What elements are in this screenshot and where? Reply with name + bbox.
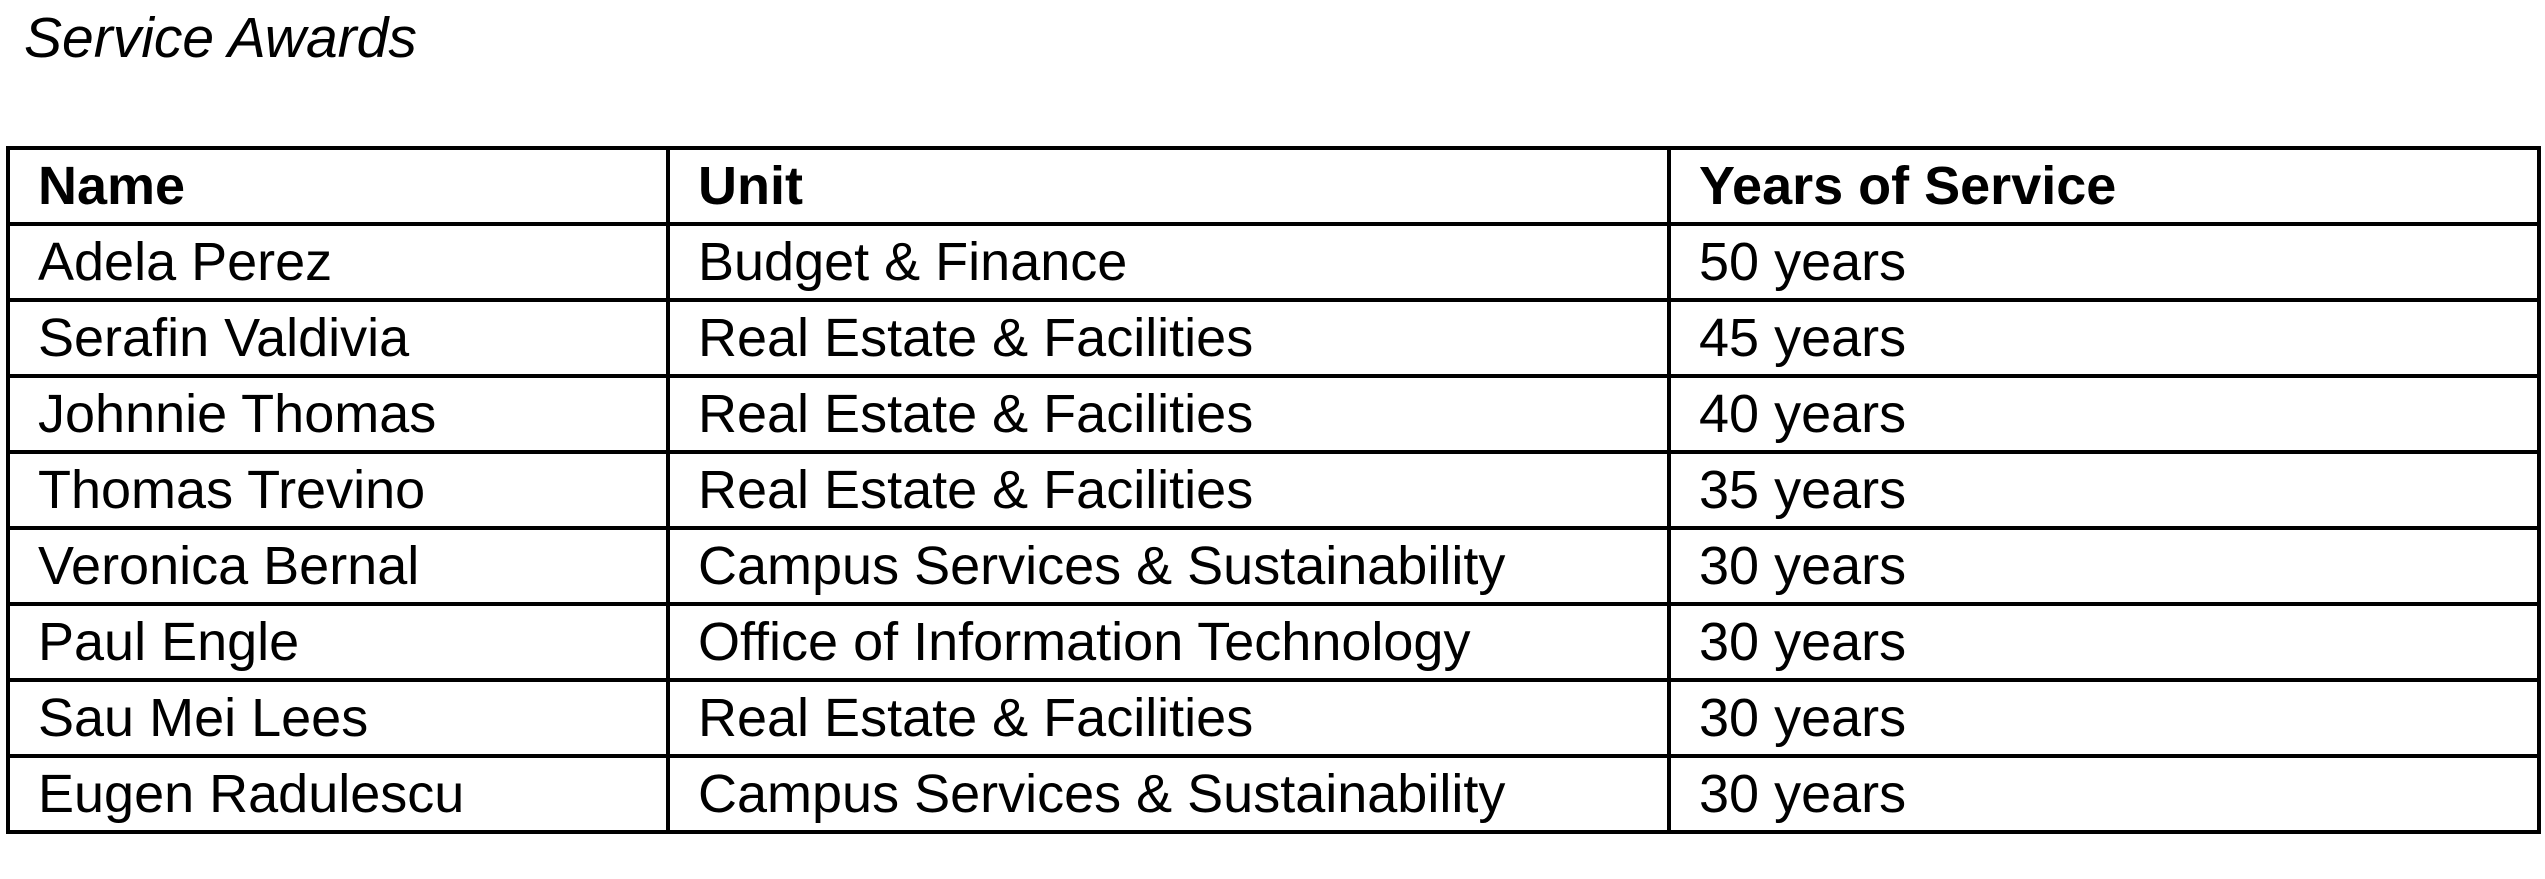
- cell-name: Eugen Radulescu: [6, 754, 670, 834]
- column-header-name: Name: [6, 146, 670, 226]
- cell-unit: Campus Services & Sustainability: [666, 754, 1671, 834]
- cell-name: Adela Perez: [6, 222, 670, 302]
- table-row: Eugen Radulescu Campus Services & Sustai…: [6, 754, 2541, 834]
- table-row: Thomas Trevino Real Estate & Facilities …: [6, 450, 2541, 530]
- table-row: Johnnie Thomas Real Estate & Facilities …: [6, 374, 2541, 454]
- cell-years: 30 years: [1667, 678, 2541, 758]
- cell-unit: Campus Services & Sustainability: [666, 526, 1671, 606]
- cell-years: 30 years: [1667, 754, 2541, 834]
- cell-unit: Office of Information Technology: [666, 602, 1671, 682]
- cell-unit: Real Estate & Facilities: [666, 678, 1671, 758]
- table-caption: Service Awards: [24, 6, 417, 70]
- table-row: Sau Mei Lees Real Estate & Facilities 30…: [6, 678, 2541, 758]
- cell-name: Thomas Trevino: [6, 450, 670, 530]
- cell-unit: Real Estate & Facilities: [666, 450, 1671, 530]
- cell-unit: Real Estate & Facilities: [666, 298, 1671, 378]
- cell-years: 50 years: [1667, 222, 2541, 302]
- table-row: Veronica Bernal Campus Services & Sustai…: [6, 526, 2541, 606]
- cell-years: 45 years: [1667, 298, 2541, 378]
- cell-years: 30 years: [1667, 602, 2541, 682]
- cell-name: Sau Mei Lees: [6, 678, 670, 758]
- column-header-years: Years of Service: [1667, 146, 2541, 226]
- cell-years: 40 years: [1667, 374, 2541, 454]
- table-row: Adela Perez Budget & Finance 50 years: [6, 222, 2541, 302]
- table-row: Serafin Valdivia Real Estate & Facilitie…: [6, 298, 2541, 378]
- cell-unit: Real Estate & Facilities: [666, 374, 1671, 454]
- service-awards-table: Name Unit Years of Service Adela Perez B…: [6, 146, 2541, 834]
- table-row: Paul Engle Office of Information Technol…: [6, 602, 2541, 682]
- cell-name: Serafin Valdivia: [6, 298, 670, 378]
- cell-unit: Budget & Finance: [666, 222, 1671, 302]
- cell-years: 35 years: [1667, 450, 2541, 530]
- header-row: Name Unit Years of Service: [6, 146, 2541, 226]
- column-header-unit: Unit: [666, 146, 1671, 226]
- cell-years: 30 years: [1667, 526, 2541, 606]
- cell-name: Paul Engle: [6, 602, 670, 682]
- cell-name: Veronica Bernal: [6, 526, 670, 606]
- cell-name: Johnnie Thomas: [6, 374, 670, 454]
